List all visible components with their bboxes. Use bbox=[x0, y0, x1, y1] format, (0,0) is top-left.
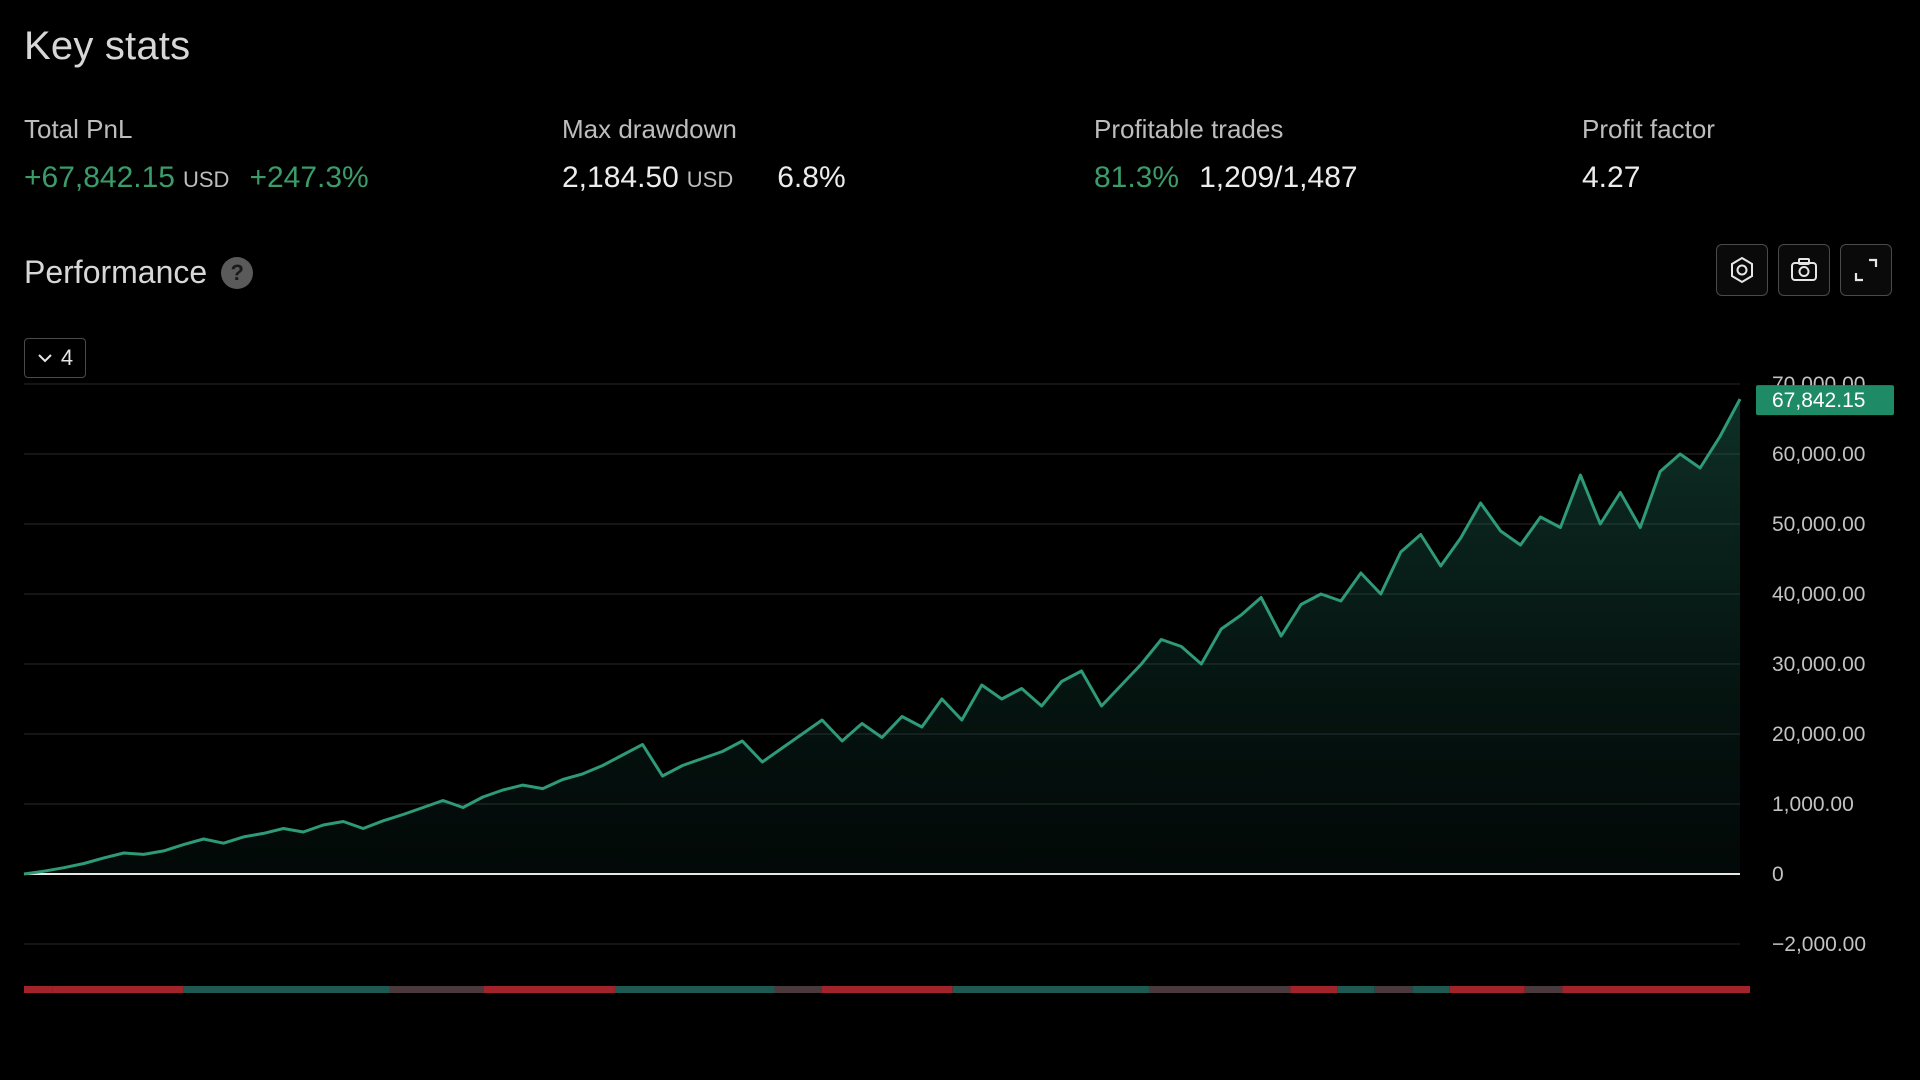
trade-strip-segment bbox=[952, 986, 1150, 993]
trade-strip-segment bbox=[1149, 986, 1291, 993]
y-tick-label: −2,000.00 bbox=[1772, 933, 1866, 956]
trade-strip-segment bbox=[24, 986, 53, 993]
trade-strip-segment bbox=[1290, 986, 1338, 993]
chevron-down-icon bbox=[38, 354, 52, 363]
trade-strip-segment bbox=[774, 986, 822, 993]
equity-line bbox=[23, 398, 1742, 876]
y-tick-label: 40,000.00 bbox=[1772, 583, 1865, 606]
max-drawdown-unit: USD bbox=[686, 167, 734, 192]
performance-title: Performance bbox=[24, 254, 208, 290]
total-pnl-value: +67,842.15 bbox=[24, 161, 175, 194]
camera-icon bbox=[1791, 258, 1817, 281]
trade-strip-segment bbox=[183, 986, 390, 993]
series-dropdown[interactable]: 4 bbox=[24, 338, 86, 378]
trade-strip-segment bbox=[1449, 986, 1525, 993]
trade-strip-segment bbox=[615, 986, 775, 993]
profitable-trades-label: Profitable trades bbox=[1094, 114, 1284, 144]
trade-strip-segment bbox=[389, 986, 484, 993]
dropdown-value: 4 bbox=[60, 345, 74, 370]
profit-factor-value: 4.27 bbox=[1582, 161, 1641, 194]
trade-strip-segment bbox=[1524, 986, 1563, 993]
equity-area bbox=[24, 399, 1740, 874]
total-pnl-label: Total PnL bbox=[24, 114, 133, 144]
y-tick-label: 20,000.00 bbox=[1772, 723, 1865, 746]
gear-icon bbox=[1731, 256, 1753, 284]
max-drawdown-label: Max drawdown bbox=[562, 114, 737, 144]
profit-factor-label: Profit factor bbox=[1582, 114, 1715, 144]
total-pnl-unit: USD bbox=[182, 167, 230, 192]
profitable-trades-percent: 81.3% bbox=[1094, 161, 1180, 194]
expand-icon bbox=[1854, 258, 1878, 282]
performance-header: Performance ? bbox=[24, 254, 254, 291]
last-value-badge: 67,842.15 bbox=[1756, 385, 1894, 416]
max-drawdown-stat: Max drawdown 2,184.50 USD 6.8% bbox=[562, 114, 846, 195]
trade-strip-segment bbox=[1337, 986, 1375, 993]
total-pnl-stat: Total PnL +67,842.15 USD +247.3% bbox=[24, 114, 369, 195]
key-stats-title: Key stats bbox=[24, 24, 191, 68]
trade-strip-segment bbox=[1374, 986, 1413, 993]
chart-settings-button[interactable] bbox=[1716, 244, 1768, 296]
trade-strip-segment bbox=[821, 986, 953, 993]
trade-strip-segment bbox=[483, 986, 615, 993]
profitable-trades-stat: Profitable trades 81.3% 1,209/1,487 bbox=[1094, 114, 1358, 195]
trade-strip-segment bbox=[1562, 986, 1750, 993]
y-tick-label: 30,000.00 bbox=[1772, 653, 1865, 676]
trade-strip-segment bbox=[52, 986, 184, 993]
trade-strip bbox=[24, 986, 1750, 993]
help-icon[interactable]: ? bbox=[221, 256, 254, 289]
total-pnl-percent: +247.3% bbox=[249, 161, 369, 194]
y-tick-label: 60,000.00 bbox=[1772, 443, 1865, 466]
y-tick-label: 0 bbox=[1772, 863, 1784, 886]
y-tick-label: 1,000.00 bbox=[1772, 793, 1854, 816]
max-drawdown-percent: 6.8% bbox=[777, 161, 846, 194]
screenshot-button[interactable] bbox=[1778, 244, 1830, 296]
last-value-label: 67,842.15 bbox=[1772, 389, 1865, 412]
profit-factor-stat: Profit factor 4.27 bbox=[1582, 114, 1715, 195]
profitable-trades-ratio: 1,209/1,487 bbox=[1199, 161, 1358, 194]
fullscreen-button[interactable] bbox=[1840, 244, 1892, 296]
trade-strip-segment bbox=[1412, 986, 1450, 993]
y-tick-label: 50,000.00 bbox=[1772, 513, 1865, 536]
max-drawdown-value: 2,184.50 bbox=[562, 161, 679, 194]
